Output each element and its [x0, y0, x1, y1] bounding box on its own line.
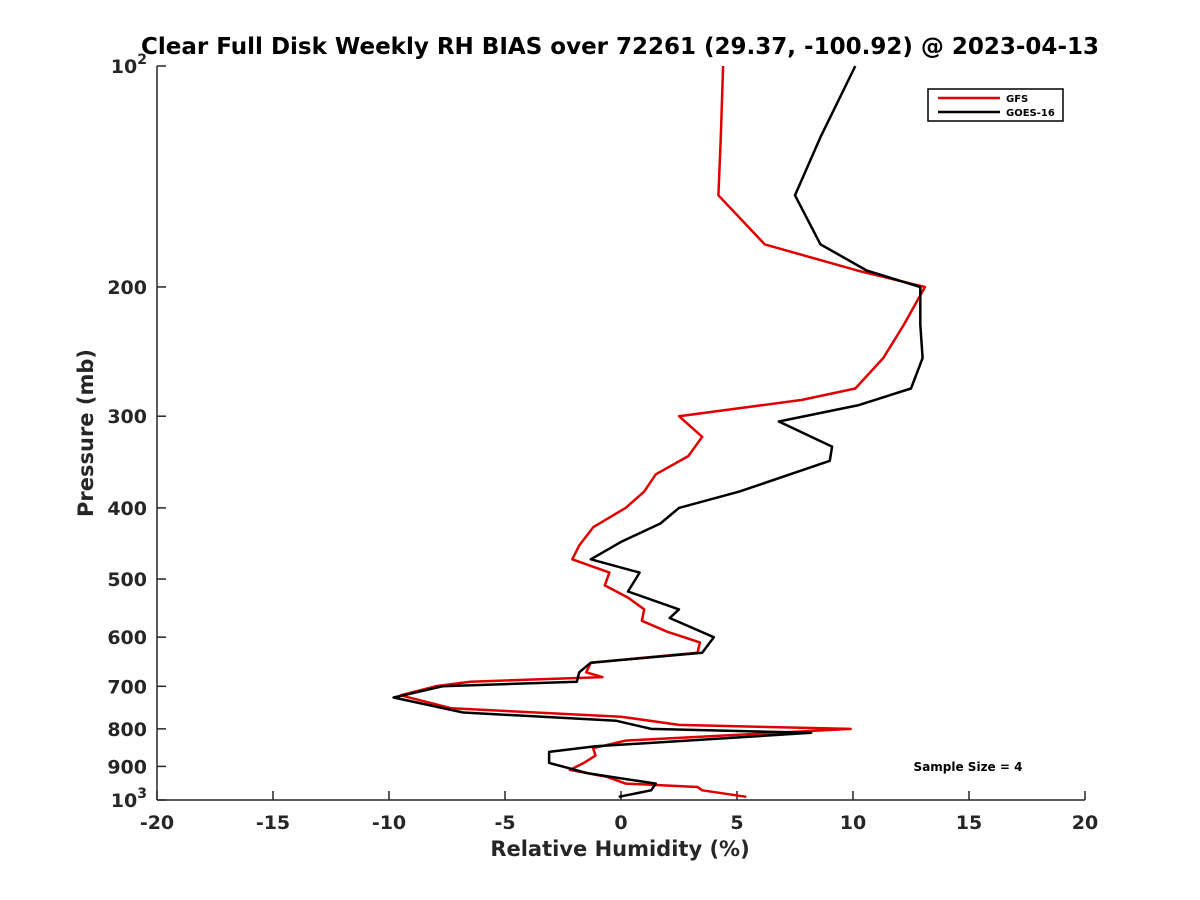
- chart-title: Clear Full Disk Weekly RH BIAS over 7226…: [141, 34, 1099, 60]
- legend-label: GFS: [1006, 94, 1028, 105]
- y-axis-label: Pressure (mb): [74, 349, 98, 517]
- y-tick-label: 500: [107, 569, 147, 591]
- x-tick-label: 20: [1072, 812, 1098, 834]
- y-tick-label: 400: [107, 498, 147, 520]
- y-tick-label: 103: [111, 786, 147, 812]
- y-tick-label: 800: [107, 719, 147, 741]
- y-tick-label: 700: [107, 676, 147, 698]
- x-tick-label: 15: [956, 812, 982, 834]
- x-tick-label: -20: [140, 812, 174, 834]
- y-tick-label: 200: [107, 277, 147, 299]
- series-line-goes-16: [392, 65, 924, 799]
- sample-size-annotation: Sample Size = 4: [914, 760, 1023, 774]
- y-tick-label: 900: [107, 756, 147, 778]
- y-tick-label: 102: [111, 52, 147, 78]
- x-tick-label: -10: [372, 812, 406, 834]
- x-axis-label: Relative Humidity (%): [490, 837, 749, 861]
- axes: -20 -15 -10 -5 0 5 10 15 20 102 200 300 400 500 600 700…: [107, 52, 1098, 834]
- legend-box: [927, 88, 1064, 122]
- y-tick-label: 600: [107, 627, 147, 649]
- x-tick-label: 5: [730, 812, 743, 834]
- x-tick-label: 10: [840, 812, 866, 834]
- x-tick-label: -15: [256, 812, 290, 834]
- x-tick-label: -5: [494, 812, 515, 834]
- series-lines: [392, 65, 927, 799]
- x-tick-label: 0: [614, 812, 627, 834]
- legend: GFS GOES-16: [927, 88, 1064, 122]
- legend-label: GOES-16: [1006, 108, 1055, 119]
- series-line-gfs: [399, 65, 927, 799]
- y-tick-label: 300: [107, 406, 147, 428]
